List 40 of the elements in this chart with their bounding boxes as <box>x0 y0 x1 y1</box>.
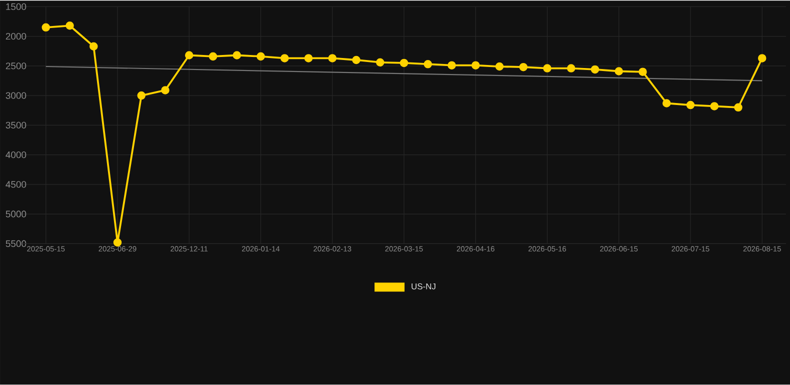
y-tick-label: 5500 <box>6 240 26 248</box>
point <box>66 22 74 30</box>
point <box>495 62 504 71</box>
point <box>543 64 552 73</box>
y-tick-label: 1500 <box>6 3 26 10</box>
point <box>662 99 671 108</box>
y-tick-label: 4500 <box>6 181 26 188</box>
point <box>280 54 289 63</box>
point <box>686 101 695 110</box>
point <box>161 86 170 95</box>
point <box>42 23 50 32</box>
point <box>184 51 194 60</box>
y-tick-label: 4000 <box>6 152 26 158</box>
point <box>614 67 624 76</box>
point <box>471 61 480 70</box>
y-tick-label: 5000 <box>6 210 26 218</box>
point <box>400 58 408 68</box>
legend-label: US-NJ <box>412 284 436 290</box>
y-tick-label: 3500 <box>6 122 26 129</box>
point <box>758 54 766 63</box>
point <box>519 63 528 72</box>
point <box>256 52 265 61</box>
point <box>590 66 600 74</box>
point <box>448 61 456 70</box>
point <box>424 60 432 68</box>
point <box>638 68 647 76</box>
point <box>710 102 719 111</box>
point <box>376 58 384 67</box>
point <box>208 52 218 61</box>
point <box>734 103 742 112</box>
y-tick-label: 2000 <box>6 33 26 40</box>
y-tick-label: 3000 <box>6 92 26 100</box>
point <box>137 92 146 100</box>
point <box>352 56 360 64</box>
point <box>304 54 313 63</box>
point <box>566 64 576 73</box>
point <box>232 51 242 60</box>
point <box>90 42 98 51</box>
y-tick-label: 2500 <box>6 62 26 70</box>
point <box>328 54 337 63</box>
